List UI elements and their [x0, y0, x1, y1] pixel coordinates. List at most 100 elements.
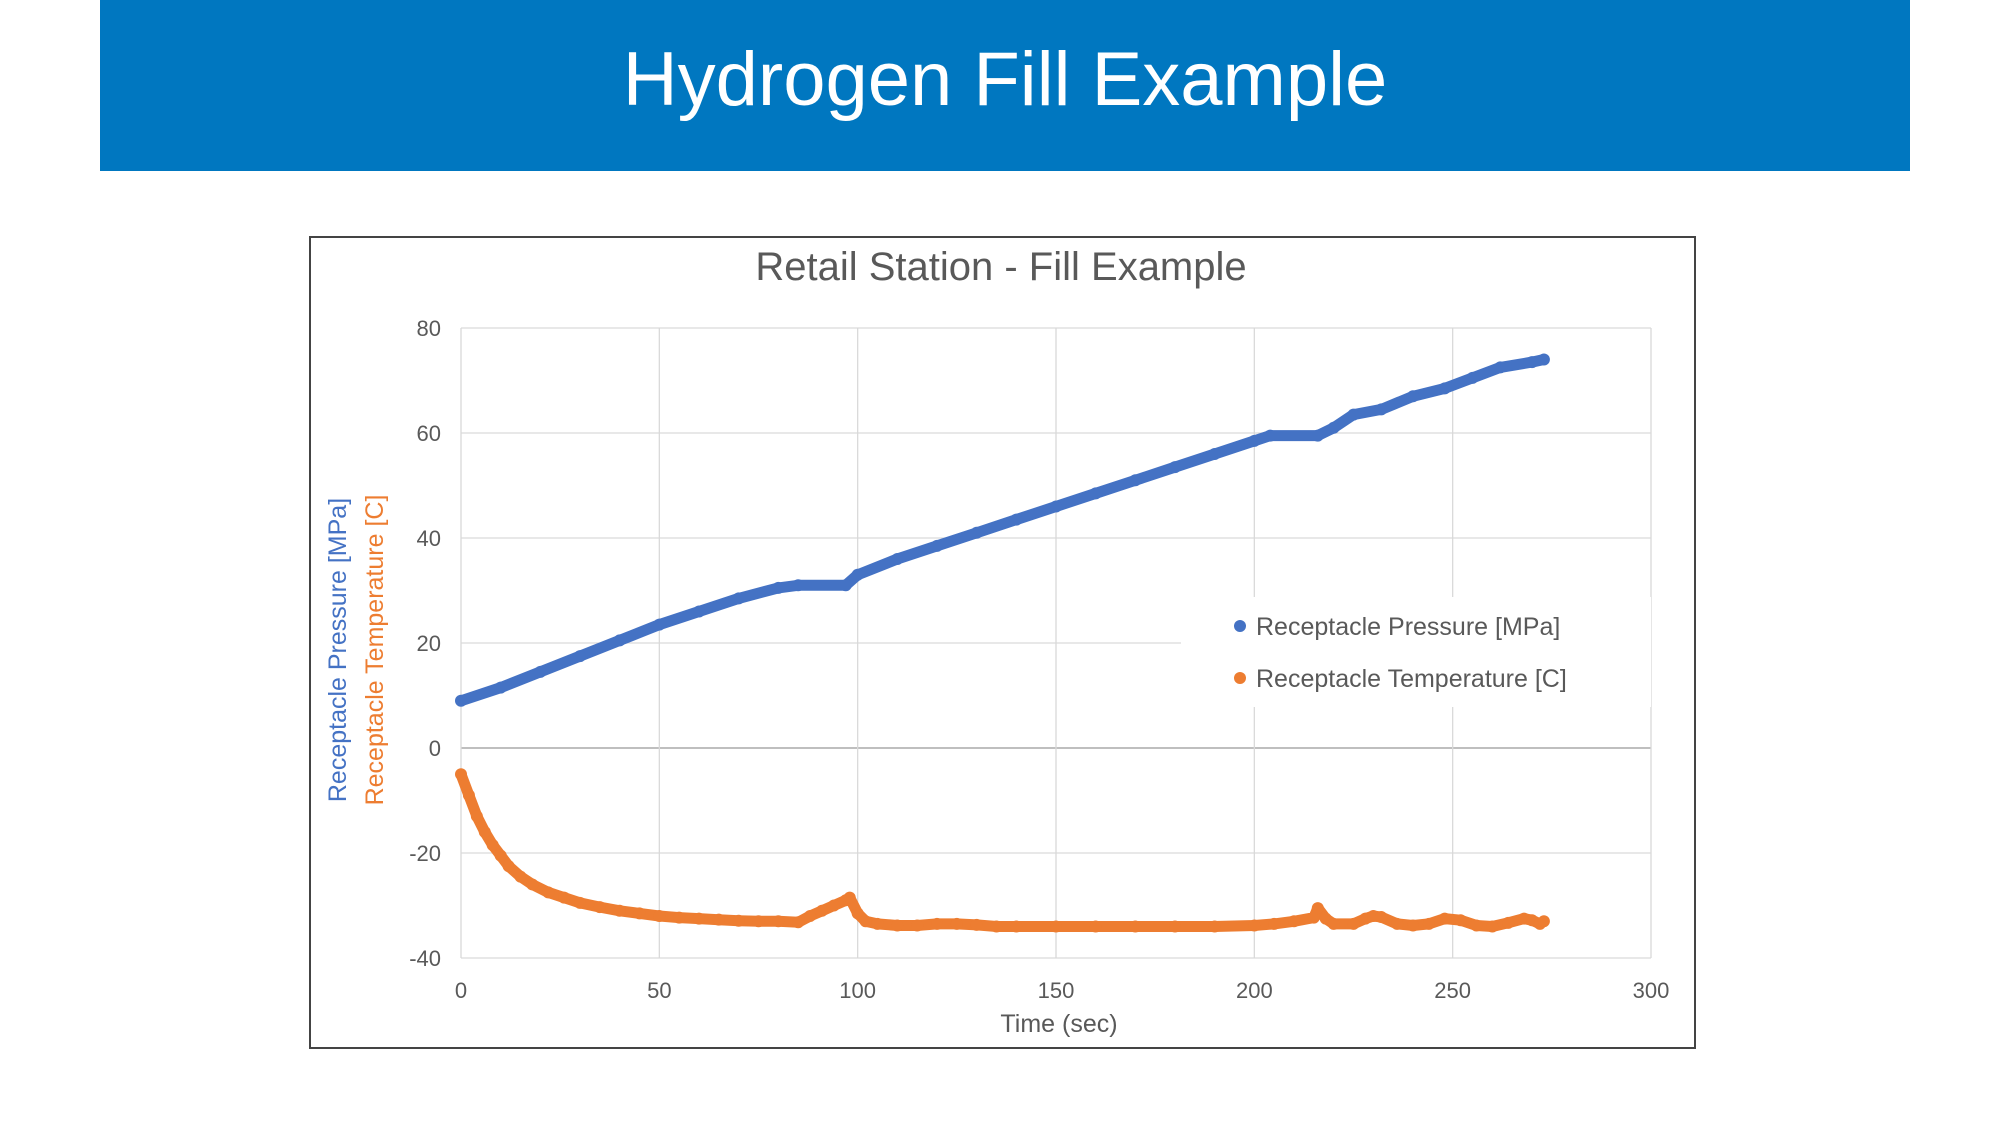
data-point — [1050, 500, 1062, 513]
data-point — [1470, 919, 1483, 932]
y-tick-label: -20 — [409, 841, 441, 866]
data-point — [593, 901, 606, 914]
x-tick-label: 50 — [647, 978, 671, 1003]
data-point — [931, 539, 943, 552]
data-point — [1454, 914, 1467, 927]
data-point — [1537, 915, 1550, 928]
data-point — [732, 592, 745, 605]
data-point — [990, 920, 1003, 933]
data-point — [839, 579, 852, 592]
data-point — [815, 904, 828, 917]
data-point — [732, 914, 745, 927]
data-point — [455, 694, 467, 707]
data-point — [970, 918, 983, 931]
data-point — [804, 910, 817, 922]
data-point — [950, 917, 963, 930]
data-point — [1486, 920, 1499, 933]
data-point — [1089, 487, 1102, 500]
data-point — [673, 911, 686, 924]
y-axis-label-pressure: Receptacle Pressure [MPa] — [324, 498, 352, 802]
series-line-temperature — [455, 768, 1550, 932]
legend-marker-pressure — [1234, 620, 1246, 632]
legend-marker-temperature — [1234, 672, 1246, 684]
slide-title: Hydrogen Fill Example — [622, 37, 1388, 122]
x-tick-label: 200 — [1236, 978, 1273, 1003]
data-point — [827, 899, 840, 912]
tick-labels: -40 -20 0 20 40 60 80 0 50 100 150 200 250 300 — [409, 316, 1669, 1003]
data-point — [462, 789, 475, 802]
data-point — [1526, 356, 1538, 369]
y-tick-label: 80 — [417, 316, 441, 341]
data-point — [502, 860, 515, 873]
data-point — [843, 891, 856, 904]
data-point — [1537, 353, 1550, 366]
title-banner: Hydrogen Fill Example — [100, 0, 1910, 171]
data-point — [1327, 421, 1340, 434]
data-point — [931, 917, 943, 930]
y-tick-label: -40 — [409, 946, 441, 971]
data-point — [1327, 917, 1340, 930]
data-point — [1288, 915, 1300, 928]
data-point — [772, 581, 785, 594]
data-point — [613, 904, 626, 917]
data-point — [494, 681, 507, 694]
x-tick-label: 150 — [1038, 978, 1075, 1003]
legend-label-pressure: Receptacle Pressure [MPa] — [1256, 613, 1560, 641]
data-point — [633, 907, 646, 920]
data-point — [752, 915, 765, 928]
data-point — [851, 907, 864, 920]
data-point — [1494, 361, 1507, 374]
y-tick-label: 20 — [417, 631, 441, 656]
fill-chart: -40 -20 0 20 40 60 80 0 50 100 150 200 250 300 Retail… — [324, 245, 1669, 1038]
data-point — [534, 665, 547, 678]
x-tick-label: 300 — [1633, 978, 1670, 1003]
data-point — [1375, 911, 1388, 924]
data-point — [1466, 371, 1479, 384]
data-point — [859, 915, 872, 928]
data-point — [1438, 382, 1451, 395]
y-tick-label: 0 — [429, 736, 441, 761]
data-point — [558, 891, 571, 904]
data-point — [653, 910, 666, 922]
data-point — [478, 826, 491, 838]
data-point — [1248, 434, 1261, 447]
data-point — [693, 605, 705, 618]
data-point — [1129, 474, 1142, 487]
chart-frame: -40 -20 0 20 40 60 80 0 50 100 150 200 250 300 Retail… — [309, 236, 1696, 1049]
data-point — [712, 913, 725, 926]
x-tick-label: 250 — [1434, 978, 1471, 1003]
data-point — [1169, 920, 1181, 933]
data-point — [792, 916, 805, 929]
data-point — [526, 878, 539, 891]
data-point — [1010, 920, 1023, 933]
data-point — [772, 915, 785, 928]
data-point — [1307, 911, 1320, 924]
data-point — [486, 839, 499, 852]
data-point — [1407, 919, 1419, 932]
data-point — [792, 579, 805, 592]
data-point — [1422, 917, 1435, 930]
legend-label-temperature: Receptacle Temperature [C] — [1256, 665, 1567, 693]
data-point — [1264, 429, 1277, 442]
data-point — [1375, 403, 1388, 416]
data-point — [1129, 920, 1142, 933]
data-point — [1311, 902, 1324, 915]
data-point — [1347, 408, 1360, 421]
data-point — [1050, 920, 1062, 933]
data-point — [1208, 448, 1221, 460]
x-axis-label: Time (sec) — [1000, 1010, 1117, 1038]
data-point — [1391, 917, 1404, 930]
data-point — [693, 912, 705, 925]
chart-title: Retail Station - Fill Example — [755, 245, 1246, 289]
series — [455, 353, 1550, 933]
data-point — [1248, 919, 1261, 932]
data-point — [1010, 513, 1023, 526]
y-tick-label: 40 — [417, 526, 441, 551]
data-point — [1311, 429, 1324, 442]
data-point — [1347, 917, 1360, 930]
legend: Receptacle Pressure [MPa] Receptacle Tem… — [1181, 597, 1651, 707]
data-point — [1407, 390, 1419, 403]
data-point — [470, 810, 483, 823]
y-tick-label: 60 — [417, 421, 441, 446]
data-point — [911, 919, 924, 932]
